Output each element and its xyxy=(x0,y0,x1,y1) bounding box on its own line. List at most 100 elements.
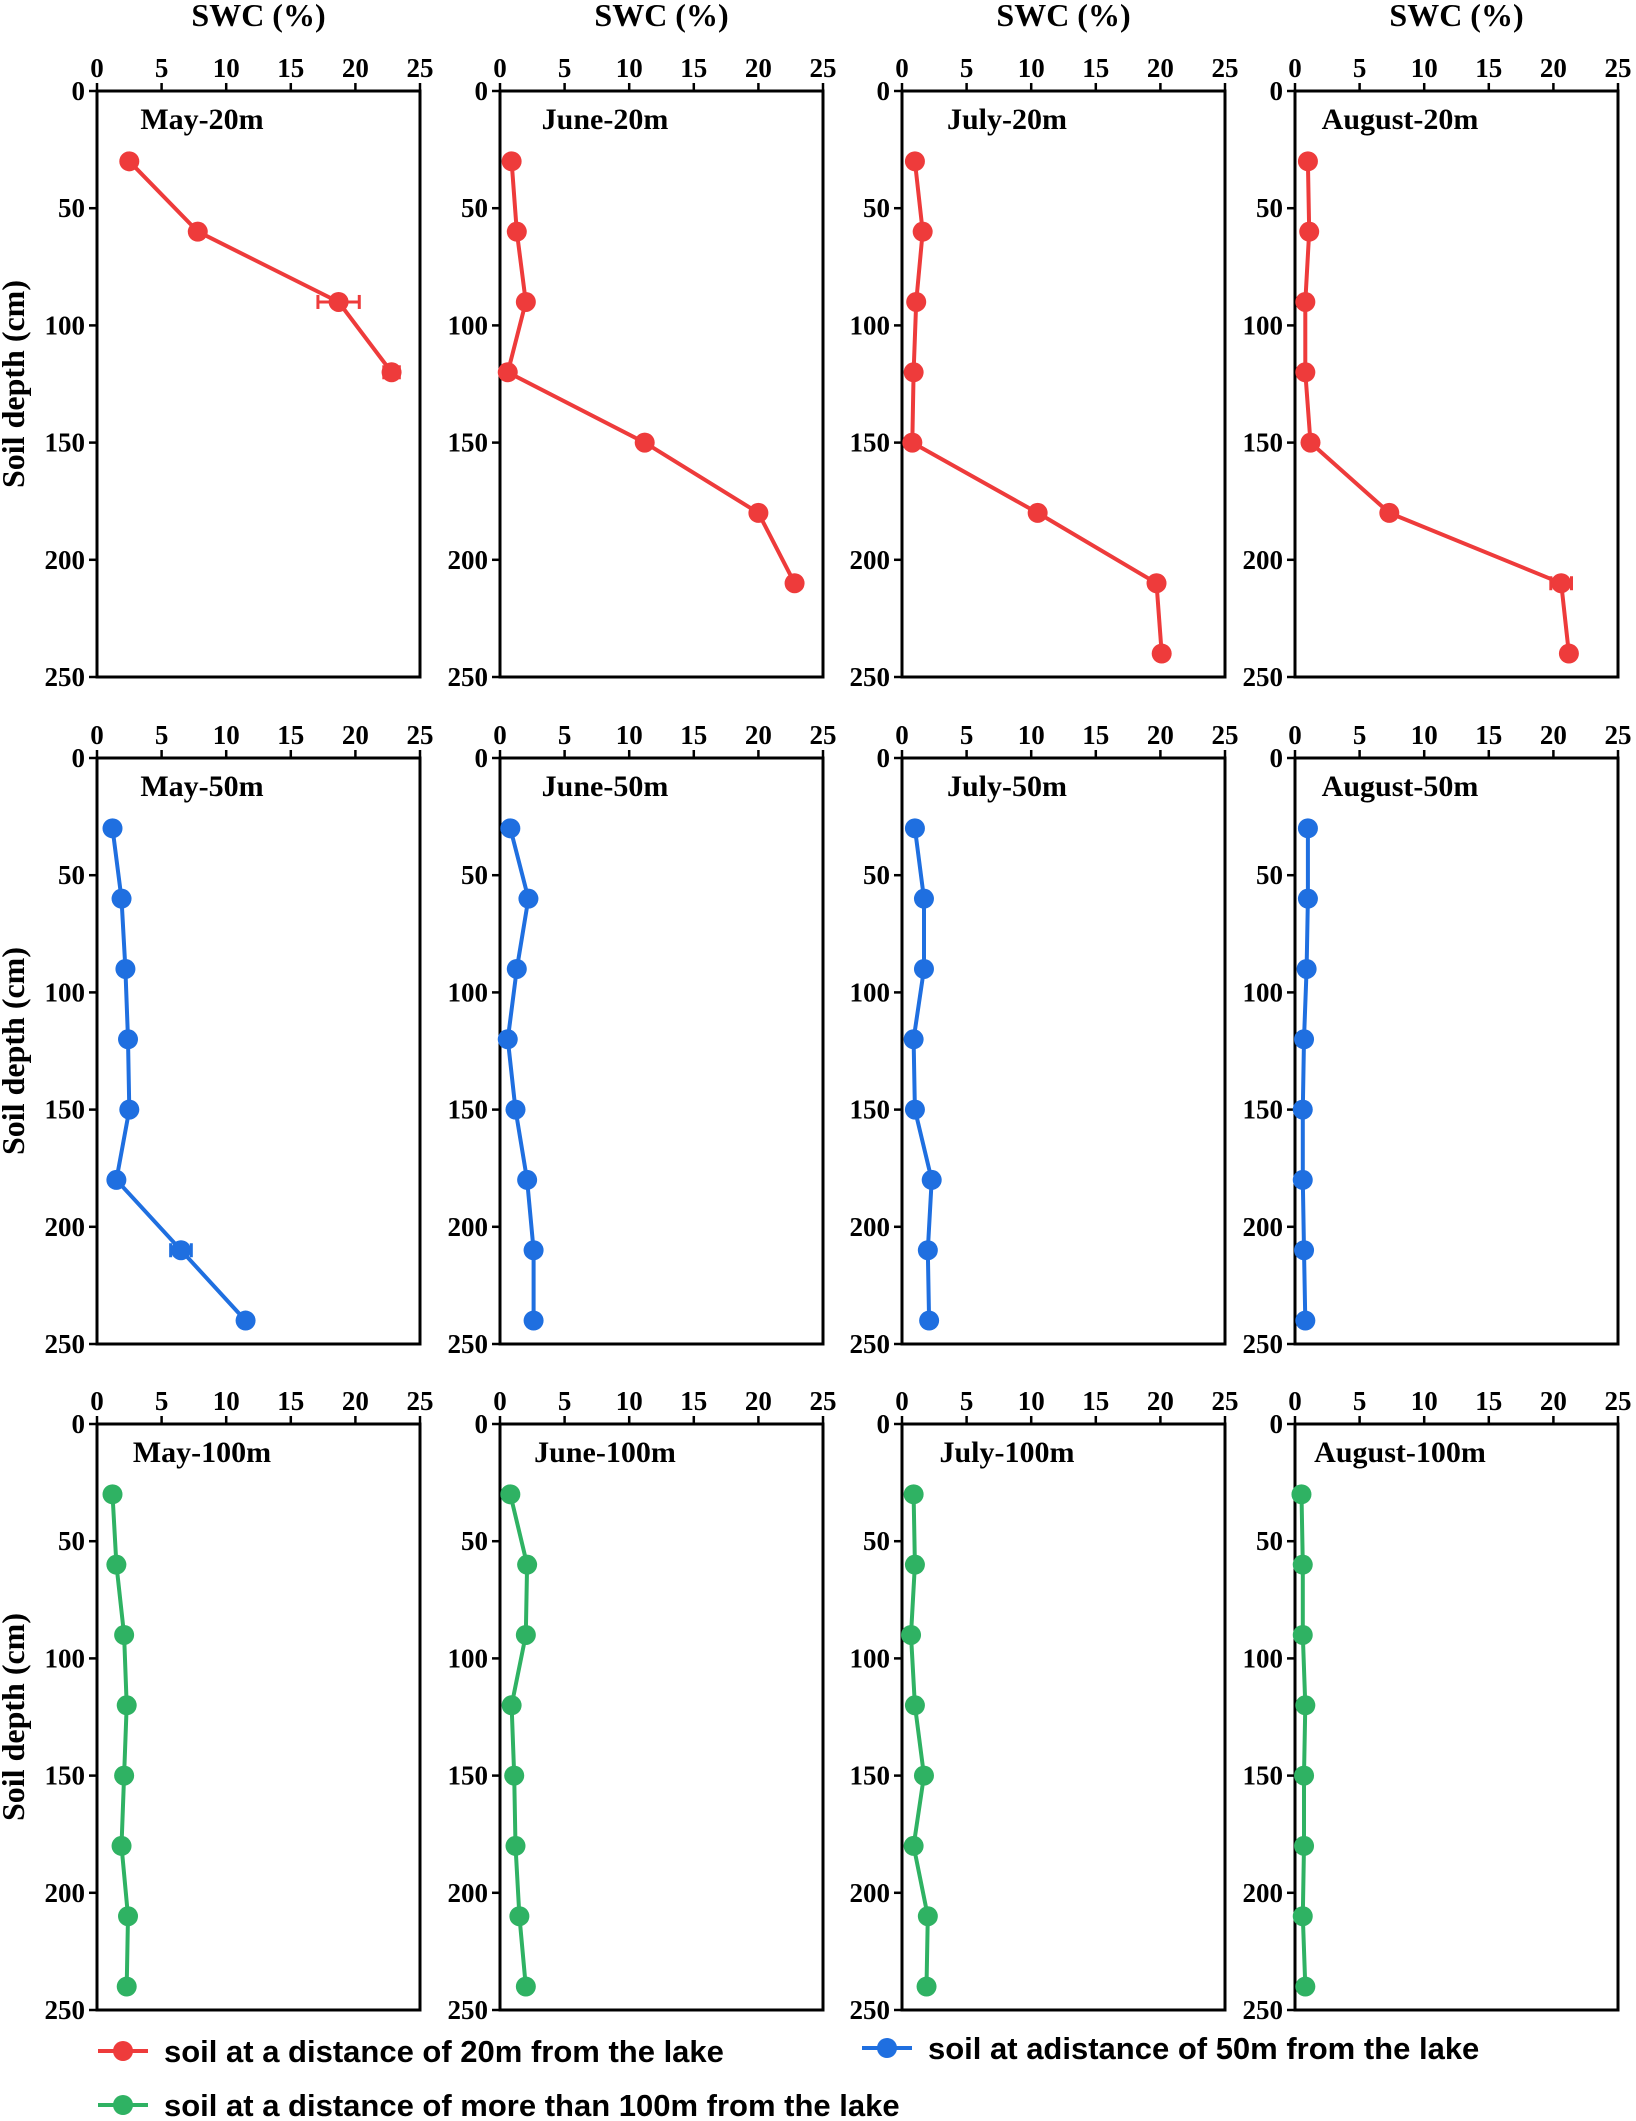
y-tick-label: 250 xyxy=(45,1329,86,1359)
x-tick-label: 0 xyxy=(493,720,507,750)
y-tick-label: 0 xyxy=(877,76,891,106)
y-tick-label: 250 xyxy=(448,1329,489,1359)
plot-frame xyxy=(900,756,1227,1346)
data-point xyxy=(1295,362,1316,383)
x-tick-label: 20 xyxy=(1147,1386,1174,1416)
x-tick-label: 5 xyxy=(558,1386,572,1416)
data-point xyxy=(912,221,933,242)
data-point xyxy=(106,1554,127,1575)
data-point xyxy=(913,888,934,909)
series-line-100m xyxy=(508,1493,530,1987)
x-tick-label: 15 xyxy=(1082,720,1109,750)
panel-title: July-100m xyxy=(940,1436,1075,1469)
legend-item-20m[interactable]: soil at a distance of 20m from the lake xyxy=(98,2034,724,2069)
y-tick-label: 0 xyxy=(1270,76,1284,106)
data-point xyxy=(102,1484,123,1505)
x-tick-label: 15 xyxy=(277,720,304,750)
data-point xyxy=(921,1169,942,1190)
y-tick-label: 250 xyxy=(850,662,891,692)
x-tick-label: 15 xyxy=(1475,53,1502,83)
y-tick-label: 100 xyxy=(1243,977,1284,1007)
data-point xyxy=(917,1240,938,1261)
data-point xyxy=(903,1835,924,1856)
y-axis-title: Soil depth (cm) xyxy=(0,280,31,488)
data-point xyxy=(505,1835,526,1856)
data-point xyxy=(1295,1695,1316,1716)
x-tick-label: 10 xyxy=(1411,1386,1438,1416)
y-tick-label: 150 xyxy=(448,1761,489,1791)
y-tick-label: 150 xyxy=(1243,1761,1284,1791)
y-tick-label: 200 xyxy=(448,1212,489,1242)
series-line-20m xyxy=(127,159,394,374)
y-tick-label: 150 xyxy=(448,428,489,458)
x-tick-label: 0 xyxy=(895,720,909,750)
x-tick-label: 10 xyxy=(1018,1386,1045,1416)
data-point xyxy=(903,1484,924,1505)
y-tick-label: 200 xyxy=(448,1878,489,1908)
data-point xyxy=(102,818,123,839)
y-tick-label: 250 xyxy=(1243,1995,1284,2025)
y-tick-label: 50 xyxy=(58,193,85,223)
data-point xyxy=(1292,1906,1313,1927)
x-tick-label: 15 xyxy=(1475,1386,1502,1416)
plot-frame xyxy=(95,89,422,679)
legend-item-100m[interactable]: soil at a distance of more than 100m fro… xyxy=(98,2088,900,2121)
x-tick-label: 25 xyxy=(1212,720,1239,750)
x-tick-label: 15 xyxy=(277,1386,304,1416)
data-point xyxy=(917,1906,938,1927)
panel-title: May-50m xyxy=(140,770,263,803)
y-tick-label: 200 xyxy=(850,545,891,575)
data-point xyxy=(509,1906,530,1927)
x-tick-label: 25 xyxy=(407,720,434,750)
data-point xyxy=(497,362,518,383)
x-tick-label: 0 xyxy=(493,1386,507,1416)
data-point xyxy=(1297,888,1318,909)
data-point xyxy=(1300,432,1321,453)
data-point xyxy=(506,221,527,242)
y-tick-label: 50 xyxy=(461,193,488,223)
y-tick-label: 200 xyxy=(850,1878,891,1908)
data-point xyxy=(116,1976,137,1997)
data-point xyxy=(1297,151,1318,172)
x-tick-label: 5 xyxy=(155,1386,169,1416)
data-point xyxy=(111,1835,132,1856)
data-point xyxy=(1297,818,1318,839)
y-tick-label: 50 xyxy=(863,860,890,890)
x-tick-label: 20 xyxy=(1540,53,1567,83)
data-point xyxy=(904,1695,925,1716)
y-tick-label: 100 xyxy=(448,310,489,340)
y-tick-label: 150 xyxy=(45,1095,86,1125)
data-point xyxy=(506,958,527,979)
x-tick-label: 15 xyxy=(680,720,707,750)
legend-item-50m[interactable]: soil at adistance of 50m from the lake xyxy=(862,2031,1479,2066)
data-point xyxy=(118,1906,139,1927)
y-tick-label: 100 xyxy=(448,1643,489,1673)
x-tick-label: 0 xyxy=(1288,1386,1302,1416)
legend-label-100m: soil at a distance of more than 100m fro… xyxy=(164,2088,900,2121)
data-point xyxy=(913,958,934,979)
data-point xyxy=(901,1624,922,1645)
data-point xyxy=(903,362,924,383)
data-point xyxy=(919,1310,940,1331)
data-point xyxy=(381,362,402,383)
legend-label-50m: soil at adistance of 50m from the lake xyxy=(928,2031,1479,2066)
y-tick-label: 100 xyxy=(45,977,86,1007)
y-tick-label: 50 xyxy=(58,860,85,890)
data-point xyxy=(1294,1835,1315,1856)
y-tick-label: 200 xyxy=(45,1878,86,1908)
x-tick-label: 5 xyxy=(960,1386,974,1416)
x-tick-label: 20 xyxy=(342,53,369,83)
y-tick-label: 0 xyxy=(475,76,489,106)
data-point xyxy=(116,1695,137,1716)
x-tick-label: 5 xyxy=(558,720,572,750)
data-point xyxy=(916,1976,937,1997)
x-tick-label: 5 xyxy=(155,720,169,750)
